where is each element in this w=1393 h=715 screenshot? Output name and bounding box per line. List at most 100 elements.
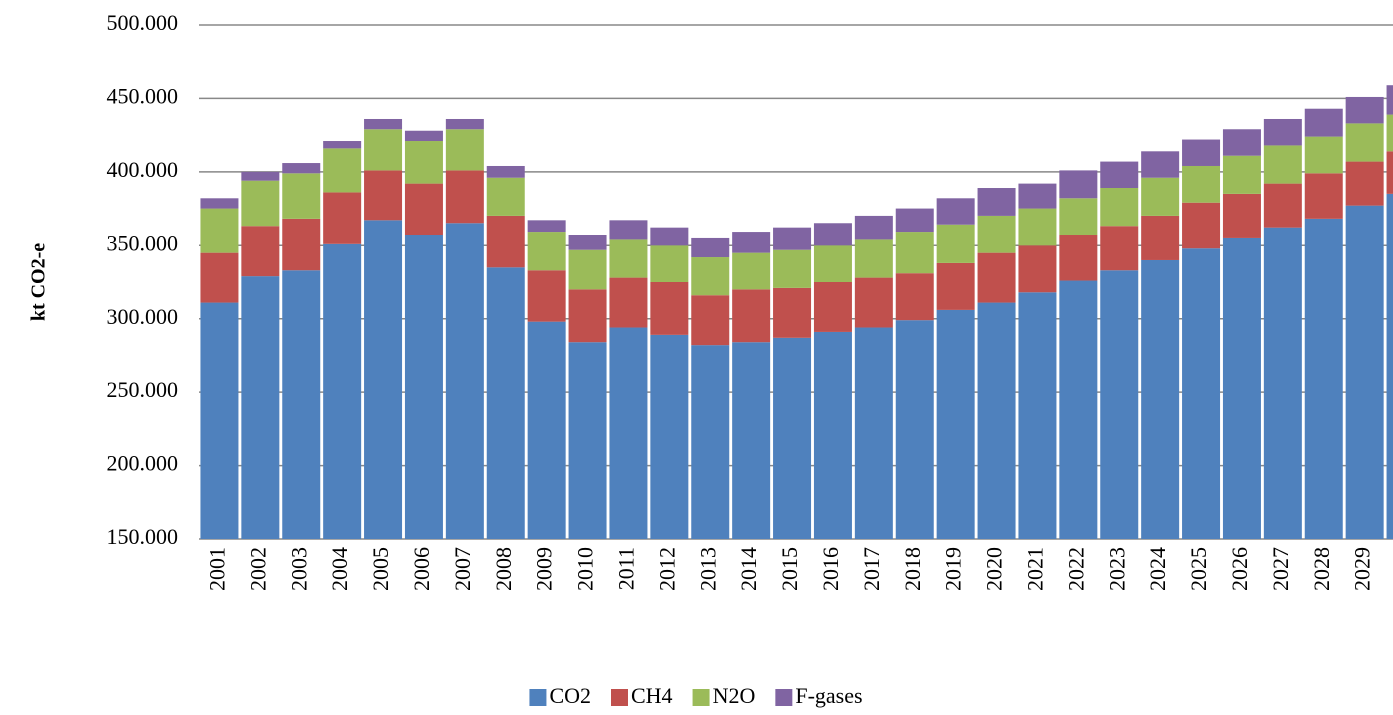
x-tick-label: 2013 (695, 547, 720, 591)
bar-segment (732, 232, 771, 253)
x-tick-label: 2022 (1063, 547, 1088, 591)
bar-segment (568, 249, 607, 290)
bar-segment (486, 165, 525, 178)
bar-segment (854, 277, 893, 328)
bar-segment (1222, 155, 1261, 194)
bar-segment (364, 170, 403, 221)
y-tick-label: 500.000 (107, 10, 179, 35)
bar-segment (609, 277, 648, 328)
bar-segment (282, 270, 321, 539)
x-tick-label: 2012 (654, 547, 679, 591)
bar-segment (650, 227, 689, 246)
bar-segment (977, 215, 1016, 253)
bar-segment (1141, 177, 1180, 216)
bar-segment (691, 237, 730, 258)
x-tick-label: 2028 (1309, 547, 1334, 591)
bar-segment (1304, 218, 1343, 539)
bar-segment (895, 208, 934, 233)
bar-segment (1386, 193, 1393, 539)
bar-segment (691, 295, 730, 346)
bar-segment (323, 148, 362, 193)
legend-label: F-gases (795, 683, 862, 708)
x-tick-label: 2003 (286, 547, 311, 591)
bar-segment (650, 282, 689, 335)
bar-segment (200, 198, 239, 209)
legend-label: N2O (713, 683, 756, 708)
bar-segment (1304, 173, 1343, 219)
bar-segment (977, 252, 1016, 303)
bar-segment (936, 224, 975, 263)
bar-segment (1263, 145, 1302, 184)
bar-segment (486, 177, 525, 216)
bar-segment (404, 235, 443, 539)
bar-segment (732, 342, 771, 539)
bar-segment (854, 239, 893, 278)
x-tick-label: 2027 (1268, 547, 1293, 591)
bar-segment (1345, 123, 1384, 162)
bar-segment (1059, 280, 1098, 539)
x-tick-label: 2014 (736, 547, 761, 591)
bar-segment (1182, 139, 1221, 166)
bar-segment (1100, 270, 1139, 539)
bar-segment (1345, 205, 1384, 540)
bar-segment (323, 192, 362, 244)
x-tick-label: 2002 (245, 547, 270, 591)
bar-segment (1345, 96, 1384, 124)
bar-segment (1304, 108, 1343, 137)
bar-segment (364, 220, 403, 539)
bar-segment (609, 327, 648, 539)
x-tick-label: 2007 (450, 547, 475, 591)
bar-segment (773, 227, 812, 250)
y-tick-label: 450.000 (107, 83, 179, 108)
bar-segment (527, 220, 566, 233)
x-tick-label: 2005 (368, 547, 393, 591)
bar-segment (1182, 248, 1221, 540)
bar-segment (813, 331, 852, 539)
bar-segment (732, 252, 771, 290)
bar-segment (1059, 235, 1098, 281)
bar-segment (1059, 170, 1098, 199)
x-tick-label: 2021 (1022, 547, 1047, 591)
x-tick-label: 2020 (982, 547, 1007, 591)
y-tick-label: 250.000 (107, 377, 179, 402)
bar-segment (1263, 227, 1302, 540)
bar-segment (650, 334, 689, 539)
bar-segment (650, 245, 689, 282)
bar-segment (404, 130, 443, 142)
bar-segment (977, 188, 1016, 216)
x-tick-label: 2016 (818, 547, 843, 591)
x-tick-label: 2009 (532, 547, 557, 591)
bar-segment (773, 249, 812, 288)
bar-segment (732, 289, 771, 343)
x-tick-label: 2006 (409, 547, 434, 591)
bar-segment (527, 232, 566, 271)
bar-segment (486, 267, 525, 539)
bar-segment (773, 337, 812, 539)
bar-segment (282, 163, 321, 174)
x-tick-label: 2019 (941, 547, 966, 591)
bar-segment (323, 141, 362, 149)
bar-segment (813, 223, 852, 246)
bar-segment (445, 170, 484, 224)
bar-segment (691, 257, 730, 296)
bar-segment (568, 235, 607, 250)
bar-segment (895, 273, 934, 321)
bar-segment (364, 118, 403, 130)
bar-segment (241, 226, 280, 277)
bar-segment (895, 232, 934, 274)
bar-segment (241, 171, 280, 181)
y-tick-label: 150.000 (107, 524, 179, 549)
bar-segment (445, 118, 484, 130)
bar-segment (241, 180, 280, 227)
bar-segment (1141, 215, 1180, 260)
bar-segment (813, 282, 852, 332)
y-tick-label: 400.000 (107, 157, 179, 182)
x-tick-label: 2001 (204, 547, 229, 591)
legend-swatch (529, 689, 547, 706)
bar-segment (1018, 183, 1057, 209)
bar-segment (364, 129, 403, 171)
legend-swatch (775, 689, 793, 706)
bar-segment (404, 141, 443, 184)
x-tick-label: 2025 (1186, 547, 1211, 591)
